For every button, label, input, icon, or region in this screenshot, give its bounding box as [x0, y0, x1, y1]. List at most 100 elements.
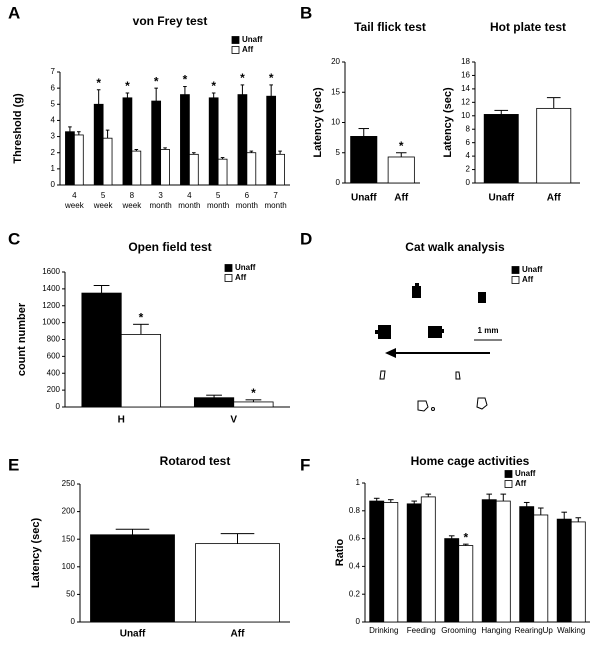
bar [275, 153, 285, 186]
bar [387, 156, 415, 184]
panel-letter: F [300, 455, 310, 474]
chart-title: Tail flick test [354, 20, 426, 34]
legend-label: Aff [522, 275, 533, 284]
chart-title: Rotarod test [160, 454, 231, 468]
y-axis-label: Latency (sec) [312, 87, 324, 158]
y-tick-label: 1400 [42, 284, 60, 293]
x-tick-label: 4 week [64, 191, 85, 210]
bar [151, 100, 162, 186]
y-tick-label: 1000 [42, 318, 60, 327]
legend-swatch [224, 264, 233, 272]
legend-label: Aff [515, 479, 526, 488]
chart-title: von Frey test [133, 14, 208, 28]
significance-mark: * [96, 76, 101, 90]
y-tick-label: 18 [461, 57, 470, 66]
bar [93, 103, 104, 186]
significance-mark: * [399, 139, 404, 153]
y-tick-label: 5 [336, 148, 341, 157]
bar [81, 292, 122, 408]
bar [533, 514, 549, 623]
y-tick-label: 0 [356, 617, 361, 626]
y-tick-label: 1200 [42, 301, 60, 310]
y-tick-label: 7 [51, 67, 56, 76]
y-tick-label: 1600 [42, 267, 60, 276]
bar [444, 538, 460, 623]
y-tick-label: 150 [62, 534, 76, 543]
bar [369, 500, 385, 623]
bar [350, 136, 378, 184]
bar [458, 545, 474, 623]
x-tick-label: Drinking [369, 626, 398, 635]
y-tick-label: 1 [51, 164, 56, 173]
y-axis-label: Ratio [334, 538, 346, 566]
legend-label: Unaff [515, 469, 536, 478]
significance-mark: * [463, 530, 468, 544]
y-tick-label: 2 [51, 148, 56, 157]
y-tick-label: 100 [62, 562, 76, 571]
x-tick-label: 4 month [178, 191, 200, 210]
bar [237, 94, 248, 186]
significance-mark: * [183, 73, 188, 87]
chart-title: Open field test [128, 240, 211, 254]
bar [131, 150, 142, 186]
y-tick-label: 6 [466, 138, 471, 147]
y-tick-label: 0.2 [349, 589, 361, 598]
x-tick-label: V [230, 415, 237, 426]
y-axis-label: Threshold (g) [12, 93, 24, 164]
x-tick-label: RearingUp [515, 626, 554, 635]
cat-walk-footprints [375, 283, 502, 358]
bar [570, 521, 586, 623]
chart-title: Home cage activities [411, 454, 530, 468]
y-tick-label: 4 [466, 151, 471, 160]
y-tick-label: 0 [466, 178, 471, 187]
bar [102, 137, 113, 186]
bar [122, 97, 133, 186]
y-tick-label: 0.8 [349, 506, 361, 515]
legend-swatch [504, 480, 513, 488]
y-tick-label: 0 [51, 180, 56, 189]
y-tick-label: 1 [356, 478, 361, 487]
x-tick-label: 7 month [265, 191, 287, 210]
x-tick-label: 8 week [122, 191, 143, 210]
bar [233, 401, 274, 408]
bar [519, 506, 535, 623]
significance-mark: * [269, 71, 274, 85]
x-tick-label: 6 month [236, 191, 258, 210]
significance-mark: * [125, 79, 130, 93]
y-tick-label: 0.4 [349, 562, 361, 571]
bar [90, 534, 175, 623]
bar [208, 97, 219, 186]
y-tick-label: 10 [461, 111, 470, 120]
x-tick-label: Aff [394, 193, 409, 204]
chart-title: Hot plate test [490, 20, 566, 34]
significance-mark: * [240, 71, 245, 85]
chart-title: Cat walk analysis [405, 240, 505, 254]
bar [495, 500, 511, 623]
cat-walk-aff-prints [379, 370, 488, 412]
y-tick-label: 10 [331, 118, 340, 127]
y-tick-label: 14 [461, 84, 470, 93]
x-tick-label: 5 week [93, 191, 114, 210]
y-tick-label: 5 [51, 99, 56, 108]
y-tick-label: 0 [71, 617, 76, 626]
bar [383, 502, 399, 623]
y-tick-label: 2 [466, 165, 471, 174]
y-tick-label: 0 [336, 178, 341, 187]
bar [73, 134, 84, 186]
y-tick-label: 20 [331, 57, 340, 66]
significance-mark: * [139, 310, 144, 324]
bar [180, 94, 190, 186]
panel-letter: D [300, 229, 312, 248]
x-tick-label: Aff [231, 629, 246, 640]
y-tick-label: 15 [331, 87, 340, 96]
legend-label: Aff [235, 273, 246, 282]
legend-swatch [231, 36, 240, 44]
y-axis-label: Latency (sec) [442, 87, 454, 158]
y-tick-label: 400 [47, 368, 61, 377]
legend-swatch [504, 470, 513, 478]
x-tick-label: 5 month [207, 191, 229, 210]
panel-letter: A [8, 3, 20, 22]
legend-label: Unaff [522, 265, 543, 274]
legend-swatch [231, 46, 240, 54]
